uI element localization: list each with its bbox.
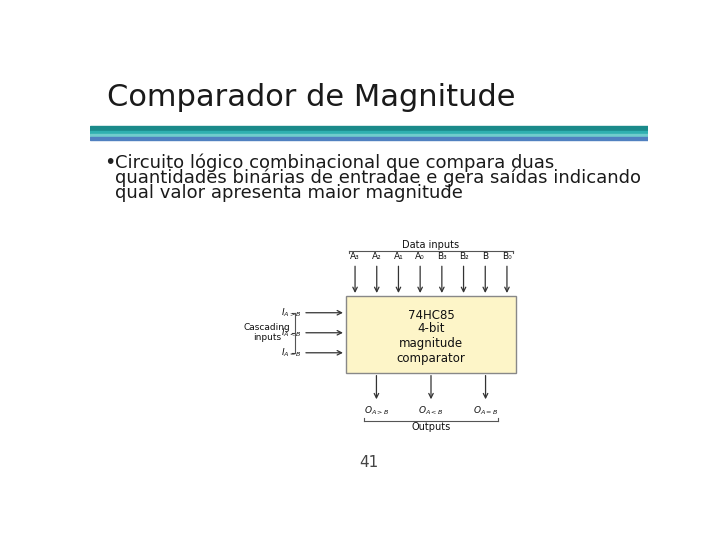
Bar [346,296,516,373]
Text: $O_{A>B}$: $O_{A>B}$ [364,404,389,417]
Bar [90,126,648,131]
Text: A₁: A₁ [394,252,403,261]
Text: $O_{A<B}$: $O_{A<B}$ [418,404,444,417]
Bar [90,131,648,134]
Text: A₃: A₃ [350,252,360,261]
Text: Outputs: Outputs [411,422,451,432]
Text: $I_{A<B}$: $I_{A<B}$ [281,327,302,339]
Text: A₀: A₀ [415,252,425,261]
Text: 74HC85: 74HC85 [408,308,454,321]
Bar [90,137,648,140]
Text: $I_{A=B}$: $I_{A=B}$ [281,347,302,359]
Text: Comparador de Magnitude: Comparador de Magnitude [107,83,516,112]
Text: 4-bit: 4-bit [418,322,445,335]
Bar [90,134,648,137]
Text: B₀: B₀ [502,252,512,261]
Text: B: B [482,252,488,261]
Text: B₂: B₂ [459,252,469,261]
Text: qual valor apresenta maior magnitude: qual valor apresenta maior magnitude [114,184,463,202]
Text: •: • [104,153,115,172]
Text: quantidades binárias de entradae e gera saídas indicando: quantidades binárias de entradae e gera … [114,168,641,187]
Text: A₂: A₂ [372,252,382,261]
Text: comparator: comparator [397,353,465,366]
Text: Data inputs: Data inputs [402,240,459,249]
Text: B₃: B₃ [437,252,446,261]
Text: $I_{A>B}$: $I_{A>B}$ [281,307,302,319]
Text: magnitude: magnitude [399,337,463,350]
Text: 41: 41 [359,455,379,470]
Text: Cascading
inputs: Cascading inputs [244,323,291,342]
Text: Circuito lógico combinacional que compara duas: Circuito lógico combinacional que compar… [114,153,554,172]
Text: $O_{A=B}$: $O_{A=B}$ [473,404,498,417]
